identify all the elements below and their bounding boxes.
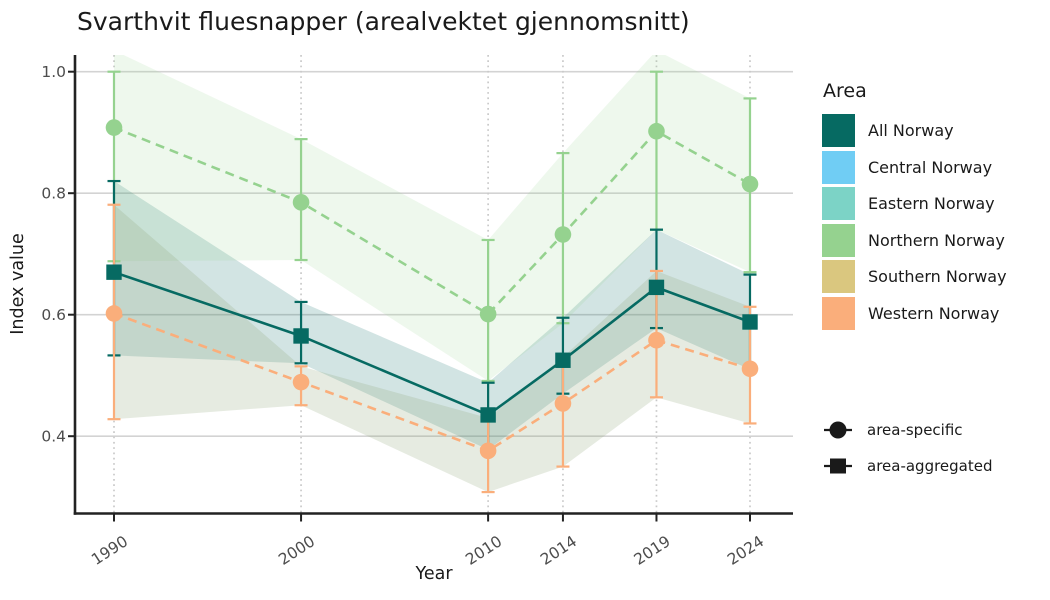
legend-item-label: Northern Norway — [868, 230, 1005, 250]
data-point-circle-northern-norway — [648, 122, 665, 140]
confidence-ribbon-northern-norway — [114, 55, 750, 381]
legend-shape-label: area-specific — [867, 421, 963, 439]
series-line-western-norway — [113, 312, 751, 453]
x-tick-label: 2024 — [724, 532, 767, 569]
series-line-all-norway — [113, 270, 751, 417]
legend-item-western-norway: Western Norway — [822, 296, 1007, 330]
legend-area: Area All Norway Central Norway Eastern Nor… — [822, 80, 1007, 333]
legend-swatch — [822, 150, 855, 184]
circle-marker-icon — [824, 421, 852, 439]
legend-item-southern-norway: Southern Norway — [822, 260, 1007, 293]
legend-shapes: area-specific area-aggregated — [822, 412, 993, 484]
legend-swatch — [822, 223, 855, 257]
legend-shape-item-area-specific: area-specific — [822, 412, 993, 448]
data-point-circle-northern-norway — [479, 305, 497, 323]
data-point-circle-western-norway — [105, 305, 123, 322]
data-point-square-all-norway — [293, 328, 309, 344]
y-axis-title: Index value — [8, 233, 28, 335]
data-point-square-all-norway — [555, 352, 571, 368]
legend-item-all-norway: All Norway — [822, 114, 1007, 147]
data-point-circle-western-norway — [292, 373, 310, 391]
legend-swatch — [822, 187, 855, 220]
legend-swatch — [822, 260, 855, 293]
legend-item-eastern-norway: Eastern Norway — [822, 187, 1007, 220]
x-tick-label: 2019 — [631, 532, 674, 569]
legend-shape-items: area-specific area-aggregated — [822, 412, 993, 484]
y-tick-label: 1.0 — [41, 63, 66, 81]
legend-item-label: Central Norway — [868, 157, 993, 177]
data-point-square-all-norway — [648, 279, 665, 296]
data-point-square-all-norway — [106, 264, 122, 280]
chart-title: Svarthvit fluesnapper (arealvektet gjenn… — [77, 7, 690, 36]
legend-item-label: Western Norway — [868, 303, 1000, 323]
legend-shape-label: area-aggregated — [867, 457, 993, 475]
legend-item-label: Southern Norway — [868, 267, 1007, 286]
legend-swatch — [822, 114, 855, 147]
series-line-northern-norway — [113, 126, 751, 316]
data-point-circle-northern-norway — [554, 226, 572, 243]
data-point-circle-western-norway — [648, 331, 665, 349]
confidence-ribbon-western-norway — [114, 204, 750, 493]
legend-item-label: Eastern Norway — [868, 194, 995, 213]
data-point-square-all-norway — [742, 314, 758, 330]
legend-item-label: All Norway — [868, 121, 954, 140]
legend-swatch — [822, 296, 855, 330]
x-tick-label: 2000 — [275, 532, 318, 569]
legend-item-central-norway: Central Norway — [822, 150, 1007, 184]
data-point-circle-western-norway — [554, 395, 572, 412]
square-marker-icon — [824, 458, 852, 474]
data-point-circle-northern-norway — [292, 194, 310, 211]
data-point-circle-western-norway — [741, 360, 759, 378]
data-point-square-all-norway — [480, 407, 496, 423]
x-tick-label: 1990 — [88, 532, 131, 569]
x-tick-label: 2010 — [462, 532, 505, 569]
data-point-circle-western-norway — [479, 442, 497, 460]
x-axis-title: Year — [414, 564, 453, 584]
data-point-circle-northern-norway — [105, 119, 123, 136]
legend-shape-item-area-aggregated: area-aggregated — [822, 448, 993, 484]
y-tick-label: 0.8 — [41, 185, 66, 203]
y-tick-label: 0.6 — [41, 306, 66, 324]
data-point-circle-northern-norway — [741, 175, 759, 193]
legend-title: Area — [823, 80, 867, 102]
x-tick-label: 2014 — [537, 532, 580, 569]
legend-area-items: All Norway Central Norway Eastern Norway No… — [822, 114, 1007, 330]
y-tick-label: 0.4 — [41, 428, 66, 446]
legend-item-northern-norway: Northern Norway — [822, 223, 1007, 257]
